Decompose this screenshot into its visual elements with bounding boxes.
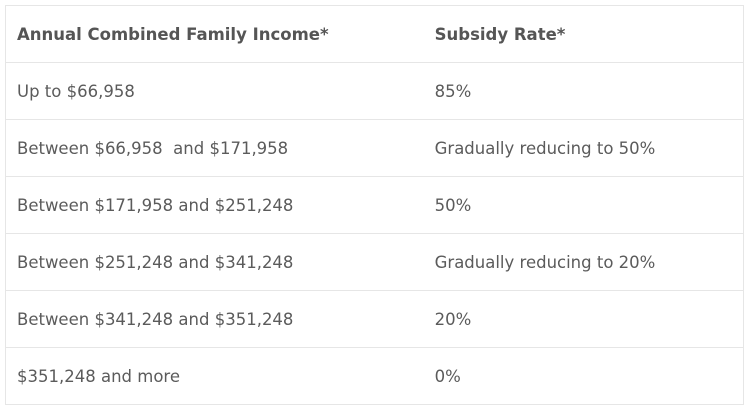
table-body: Up to $66,958 85% Between $66,958 and $1… (5, 62, 745, 405)
subsidy-rate-cell: 0% (423, 347, 745, 405)
income-cell: Between $171,958 and $251,248 (5, 176, 424, 234)
subsidy-rate-cell: 20% (423, 290, 745, 348)
subsidy-rate-cell: 50% (423, 176, 745, 234)
income-cell: Between $341,248 and $351,248 (5, 290, 424, 348)
subsidy-rate-cell: Gradually reducing to 50% (423, 119, 745, 177)
table-row: Up to $66,958 85% (5, 62, 745, 120)
income-cell: Between $66,958 and $171,958 (5, 119, 424, 177)
table-row: Between $341,248 and $351,248 20% (5, 290, 745, 348)
table-header-row: Annual Combined Family Income* Subsidy R… (5, 5, 745, 63)
subsidy-rate-table: Annual Combined Family Income* Subsidy R… (5, 5, 745, 405)
table-row: Between $66,958 and $171,958 Gradually r… (5, 119, 745, 177)
income-cell: $351,248 and more (5, 347, 424, 405)
table-row: Between $251,248 and $341,248 Gradually … (5, 233, 745, 291)
column-header-subsidy-rate: Subsidy Rate* (423, 5, 745, 63)
subsidy-rate-cell: Gradually reducing to 20% (423, 233, 745, 291)
table-row: Between $171,958 and $251,248 50% (5, 176, 745, 234)
column-header-income: Annual Combined Family Income* (5, 5, 424, 63)
income-cell: Between $251,248 and $341,248 (5, 233, 424, 291)
income-cell: Up to $66,958 (5, 62, 424, 120)
table-header: Annual Combined Family Income* Subsidy R… (5, 5, 745, 63)
subsidy-rate-cell: 85% (423, 62, 745, 120)
table-row: $351,248 and more 0% (5, 347, 745, 405)
